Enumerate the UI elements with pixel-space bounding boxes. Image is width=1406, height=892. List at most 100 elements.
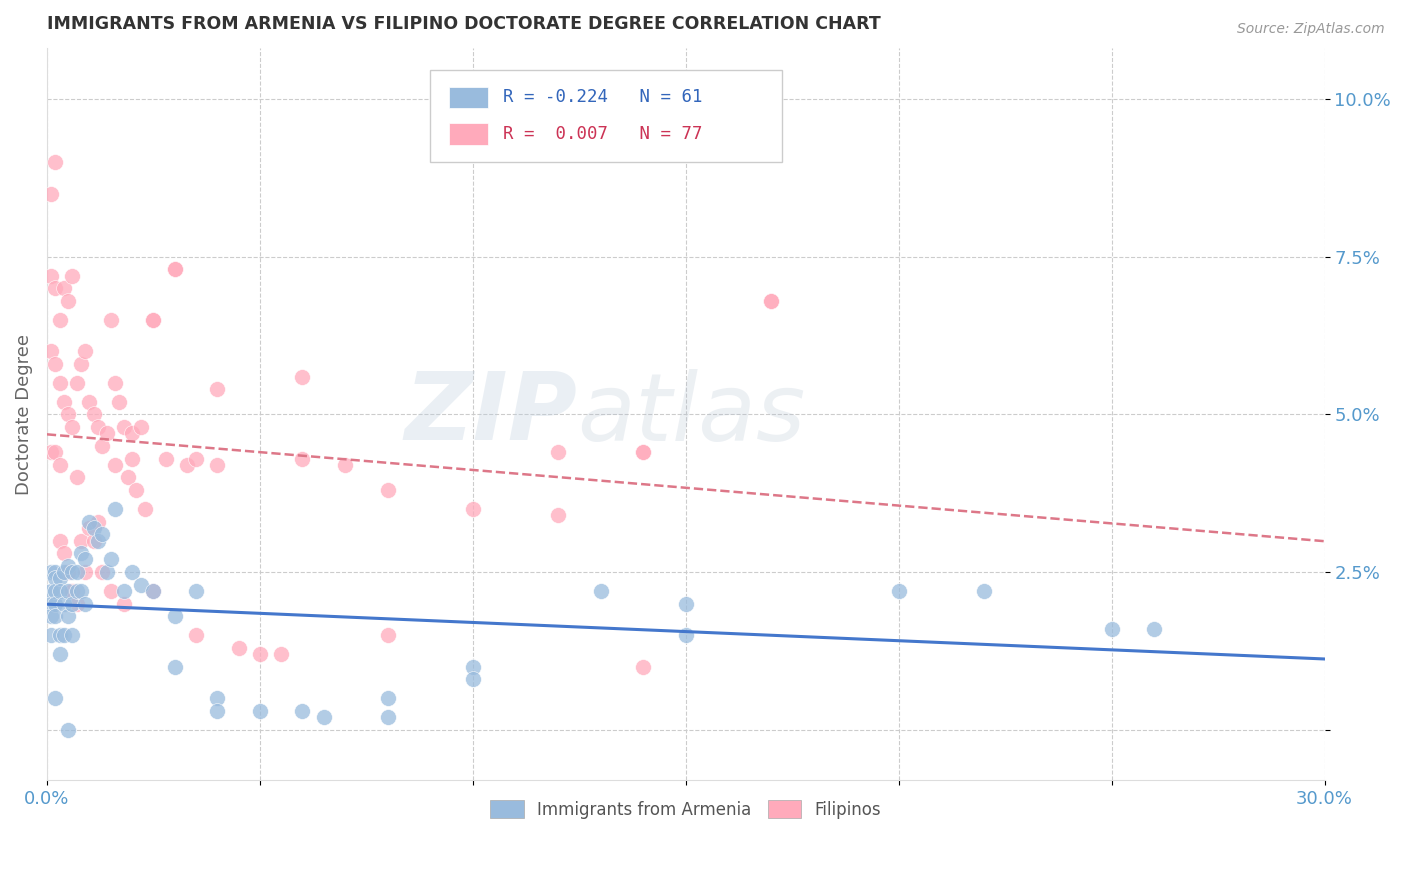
Point bbox=[184, 628, 207, 642]
Point bbox=[48, 312, 70, 326]
Point bbox=[134, 502, 156, 516]
Point bbox=[104, 376, 127, 390]
Point bbox=[39, 268, 62, 283]
Point bbox=[163, 659, 186, 673]
Point bbox=[83, 521, 105, 535]
Point bbox=[91, 527, 114, 541]
Point bbox=[75, 597, 97, 611]
Point bbox=[163, 262, 186, 277]
Point bbox=[675, 597, 697, 611]
Point bbox=[66, 584, 89, 599]
Point bbox=[75, 552, 97, 566]
Point bbox=[91, 439, 114, 453]
Point bbox=[270, 647, 292, 661]
Point bbox=[108, 394, 131, 409]
Point bbox=[104, 502, 127, 516]
Point bbox=[83, 408, 105, 422]
Point bbox=[52, 597, 75, 611]
Point bbox=[44, 691, 66, 706]
Point bbox=[461, 673, 484, 687]
Point bbox=[62, 597, 84, 611]
Point bbox=[333, 458, 356, 472]
Point bbox=[142, 312, 165, 326]
Point bbox=[291, 369, 314, 384]
Point bbox=[96, 565, 118, 579]
Point bbox=[121, 451, 143, 466]
Point bbox=[207, 691, 229, 706]
Point bbox=[70, 584, 93, 599]
Text: ZIP: ZIP bbox=[405, 368, 576, 460]
Point bbox=[70, 546, 93, 560]
Point bbox=[377, 628, 399, 642]
Point bbox=[129, 420, 152, 434]
Point bbox=[87, 420, 110, 434]
Point bbox=[44, 584, 66, 599]
Point bbox=[973, 584, 995, 599]
Point bbox=[129, 578, 152, 592]
Point bbox=[44, 445, 66, 459]
Y-axis label: Doctorate Degree: Doctorate Degree bbox=[15, 334, 32, 495]
Point bbox=[79, 521, 101, 535]
Point bbox=[631, 445, 654, 459]
Point bbox=[56, 565, 79, 579]
Point bbox=[377, 710, 399, 724]
Point bbox=[176, 458, 198, 472]
Point bbox=[207, 458, 229, 472]
Point bbox=[39, 445, 62, 459]
Point bbox=[52, 628, 75, 642]
Point bbox=[631, 445, 654, 459]
Point bbox=[87, 515, 110, 529]
Point bbox=[48, 571, 70, 585]
Point bbox=[62, 420, 84, 434]
Point bbox=[142, 312, 165, 326]
Point bbox=[377, 691, 399, 706]
Point bbox=[39, 609, 62, 624]
Point bbox=[112, 420, 135, 434]
Point bbox=[56, 408, 79, 422]
Point bbox=[887, 584, 910, 599]
Point bbox=[70, 357, 93, 371]
Point bbox=[56, 293, 79, 308]
Point bbox=[461, 659, 484, 673]
Point bbox=[62, 268, 84, 283]
Point bbox=[66, 470, 89, 484]
Point bbox=[48, 458, 70, 472]
Bar bbox=[450, 123, 488, 145]
Point bbox=[44, 281, 66, 295]
Point bbox=[87, 533, 110, 548]
Point bbox=[589, 584, 612, 599]
Point bbox=[62, 584, 84, 599]
Point bbox=[70, 533, 93, 548]
Point bbox=[1101, 622, 1123, 636]
Point bbox=[163, 262, 186, 277]
Point bbox=[121, 426, 143, 441]
Point bbox=[759, 293, 782, 308]
Point bbox=[39, 186, 62, 201]
Point bbox=[66, 565, 89, 579]
Point bbox=[547, 445, 569, 459]
Point bbox=[39, 565, 62, 579]
Point bbox=[66, 376, 89, 390]
Point bbox=[207, 382, 229, 396]
Point bbox=[52, 565, 75, 579]
Text: R = -0.224   N = 61: R = -0.224 N = 61 bbox=[503, 88, 703, 106]
Point bbox=[75, 565, 97, 579]
Point bbox=[79, 515, 101, 529]
Point bbox=[759, 293, 782, 308]
Point bbox=[377, 483, 399, 497]
Point bbox=[184, 584, 207, 599]
Point bbox=[249, 647, 271, 661]
Point bbox=[117, 470, 139, 484]
Point bbox=[112, 597, 135, 611]
Point bbox=[155, 451, 177, 466]
Point bbox=[163, 609, 186, 624]
Point bbox=[142, 584, 165, 599]
Point bbox=[83, 533, 105, 548]
Point bbox=[91, 565, 114, 579]
Point bbox=[291, 451, 314, 466]
Point bbox=[56, 558, 79, 573]
Point bbox=[249, 704, 271, 718]
Point bbox=[461, 502, 484, 516]
Point bbox=[112, 584, 135, 599]
Point bbox=[48, 584, 70, 599]
